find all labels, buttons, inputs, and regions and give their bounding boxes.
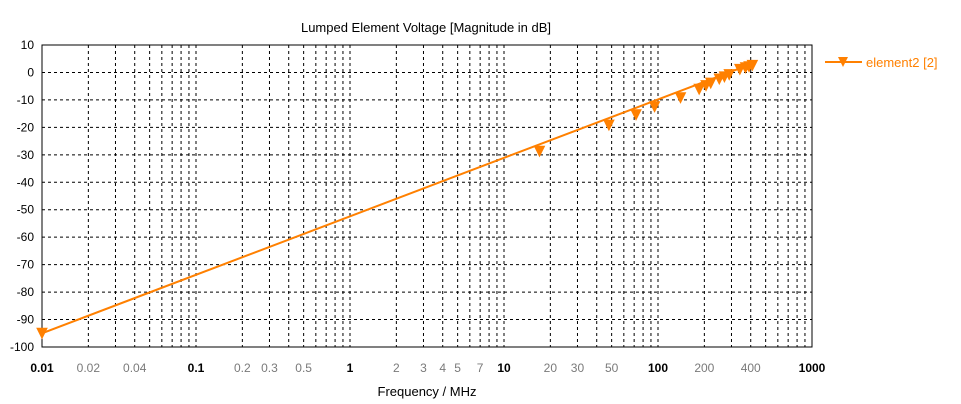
x-tick-label: 0.5 — [295, 361, 312, 375]
x-tick-label: 1 — [347, 361, 354, 375]
y-tick-label: 0 — [27, 65, 34, 79]
legend[interactable]: element2 [2] — [825, 55, 938, 70]
x-tick-label: 1000 — [799, 361, 826, 375]
chart-title: Lumped Element Voltage [Magnitude in dB] — [301, 20, 551, 35]
x-tick-label: 4 — [439, 361, 446, 375]
y-tick-label: -10 — [17, 93, 35, 107]
legend-label: element2 [2] — [866, 55, 938, 70]
y-tick-label: 10 — [21, 38, 35, 52]
x-tick-label: 0.3 — [261, 361, 278, 375]
series-layer — [36, 59, 759, 340]
y-tick-label: -80 — [17, 285, 35, 299]
x-tick-label: 5 — [454, 361, 461, 375]
grid — [42, 45, 812, 347]
x-tick-label: 2 — [393, 361, 400, 375]
x-tick-label: 3 — [420, 361, 427, 375]
x-tick-label: 200 — [694, 361, 714, 375]
data-point — [723, 69, 736, 81]
data-point — [603, 119, 615, 132]
x-tick-label: 30 — [571, 361, 585, 375]
data-point — [704, 77, 717, 90]
y-tick-label: -70 — [17, 258, 35, 272]
y-tick-label: -40 — [17, 175, 35, 189]
plot-area — [41, 44, 813, 348]
data-point — [674, 92, 687, 104]
legend-marker — [838, 57, 848, 67]
x-tick-label: 400 — [741, 361, 761, 375]
x-axis: 0.01 0.02 0.04 0.1 0.2 0.3 0.5 1 2 3 4 5 7 10 20 30 50 10… — [30, 361, 825, 375]
x-tick-label: 0.2 — [234, 361, 251, 375]
data-point — [533, 145, 546, 158]
x-tick-label: 0.04 — [123, 361, 147, 375]
series-line — [41, 63, 752, 335]
data-point — [36, 327, 48, 340]
series-0 — [36, 59, 759, 340]
y-tick-label: -100 — [10, 340, 34, 354]
y-tick-label: -30 — [17, 148, 35, 162]
y-tick-label: -20 — [17, 120, 35, 134]
x-tick-label: 0.1 — [188, 361, 205, 375]
x-tick-label: 10 — [497, 361, 511, 375]
data-point — [630, 109, 642, 121]
y-tick-label: -60 — [17, 230, 35, 244]
y-tick-label: -90 — [17, 313, 35, 327]
y-tick-label: -50 — [17, 203, 35, 217]
x-tick-label: 7 — [477, 361, 484, 375]
data-point — [746, 59, 759, 72]
y-axis: 10 0 -10 -20 -30 -40 -50 -60 -70 -80 -90 -100 — [10, 38, 34, 354]
x-tick-label: 0.01 — [30, 361, 54, 375]
data-point — [648, 101, 661, 113]
x-tick-label: 100 — [648, 361, 668, 375]
x-tick-label: 20 — [544, 361, 558, 375]
x-tick-label: 50 — [605, 361, 619, 375]
x-tick-label: 0.02 — [77, 361, 101, 375]
data-point — [693, 83, 705, 96]
x-axis-title: Frequency / MHz — [378, 384, 477, 399]
